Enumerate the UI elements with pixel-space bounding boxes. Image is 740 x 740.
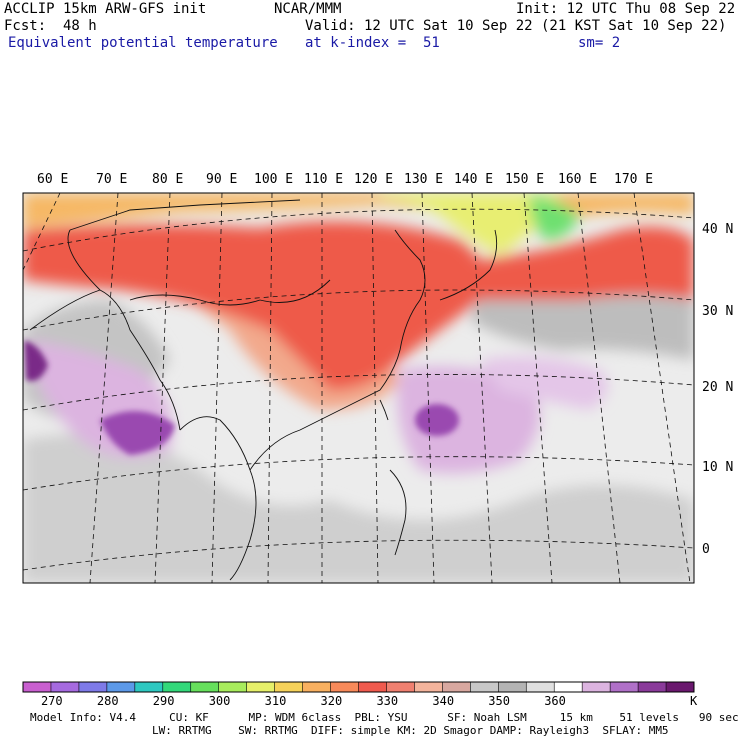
colorbar-swatch (23, 682, 52, 692)
colorbar-tick-label: 320 (320, 694, 343, 708)
colorbar-swatch (50, 682, 80, 692)
lon-label: 120 E (354, 172, 394, 187)
organization: NCAR/MMM (274, 1, 342, 17)
gray-band-pacific (470, 286, 694, 360)
colorbar-swatch (246, 682, 276, 692)
colorbar-swatch (414, 682, 443, 692)
model-title: ACCLIP 15km ARW-GFS init (4, 1, 207, 17)
lat-label: 0 (702, 542, 710, 557)
field-name: Equivalent potential temperature (8, 35, 278, 51)
colorbar-swatch (498, 682, 527, 692)
colorbar-swatch (274, 682, 304, 692)
colorbar-swatch (554, 682, 583, 692)
purple-region-typhoon (415, 404, 459, 436)
colorbar-tick-label: 300 (208, 694, 231, 708)
lon-label: 160 E (558, 172, 598, 187)
colorbar-swatch (610, 682, 639, 692)
smoothing: sm= 2 (578, 35, 621, 51)
model-info-line2: LW: RRTMG SW: RRTMG DIFF: simple KM: 2D … (152, 724, 669, 737)
purple-region-bengal (100, 411, 175, 455)
colorbar-unit: K (690, 694, 698, 708)
red-band-asia (23, 221, 487, 390)
lat-label: 20 N (702, 380, 734, 395)
lavender-region-typhoon (397, 366, 540, 474)
map-frame (22, 192, 695, 584)
yellow-region (380, 193, 560, 255)
lon-label: 110 E (304, 172, 344, 187)
lat-label: 40 N (702, 222, 734, 237)
lon-label: 150 E (505, 172, 545, 187)
lon-label: 130 E (404, 172, 444, 187)
lon-label: 80 E (152, 172, 184, 187)
red-band-pacific (480, 226, 694, 300)
colorbar-tick-label: 340 (432, 694, 455, 708)
init-time: Init: 12 UTC Thu 08 Sep 22 (516, 1, 736, 17)
colorbar-swatch (78, 682, 108, 692)
colorbar-swatch (582, 682, 611, 692)
colorbar-swatch (638, 682, 667, 692)
lat-label: 10 N (702, 460, 734, 475)
colorbar-swatch (190, 682, 220, 692)
colorbar-tick-label: 290 (152, 694, 175, 708)
colorbar-tick-label: 350 (488, 694, 510, 708)
valid-time: Valid: 12 UTC Sat 10 Sep 22 (21 KST Sat … (305, 18, 727, 34)
model-info-line1: Model Info: V4.4 CU: KF MP: WDM 6class P… (30, 711, 739, 724)
colorbar-swatch (386, 682, 415, 692)
lon-label: 60 E (37, 172, 69, 187)
forecast-hour: Fcst: 48 h (4, 18, 97, 34)
colorbar-swatch (470, 682, 499, 692)
colorbar-tick-label: 270 (40, 694, 63, 708)
gray-band-south (23, 434, 694, 583)
colorbar-swatch (106, 682, 136, 692)
colorbar-tick-label: 360 (544, 694, 566, 708)
colorbar-swatch (218, 682, 248, 692)
colorbar (22, 681, 695, 693)
green-region (530, 195, 580, 240)
colorbar-swatch (358, 682, 387, 692)
lon-label: 90 E (206, 172, 238, 187)
colorbar-tick-label: 330 (376, 694, 399, 708)
colorbar-swatch (330, 682, 359, 692)
map-panel (23, 193, 694, 583)
lon-label: 170 E (614, 172, 654, 187)
purple-region-arabian (24, 340, 48, 381)
colorbar-swatch (134, 682, 164, 692)
colorbar-swatch (666, 682, 695, 692)
colorbar-swatch (162, 682, 192, 692)
graticule (23, 193, 694, 583)
colorbar-swatch (442, 682, 471, 692)
lon-label: 100 E (254, 172, 294, 187)
colorbar-swatch (526, 682, 555, 692)
colorbar-swatch (302, 682, 332, 692)
lon-label: 140 E (454, 172, 494, 187)
coastlines (29, 199, 498, 581)
lon-label: 70 E (96, 172, 128, 187)
colorbar-tick-label: 280 (96, 694, 119, 708)
colorbar-tick-label: 310 (264, 694, 287, 708)
level-index: at k-index = 51 (305, 35, 440, 51)
lavender-region-pacific (480, 356, 608, 410)
lat-label: 30 N (702, 304, 734, 319)
